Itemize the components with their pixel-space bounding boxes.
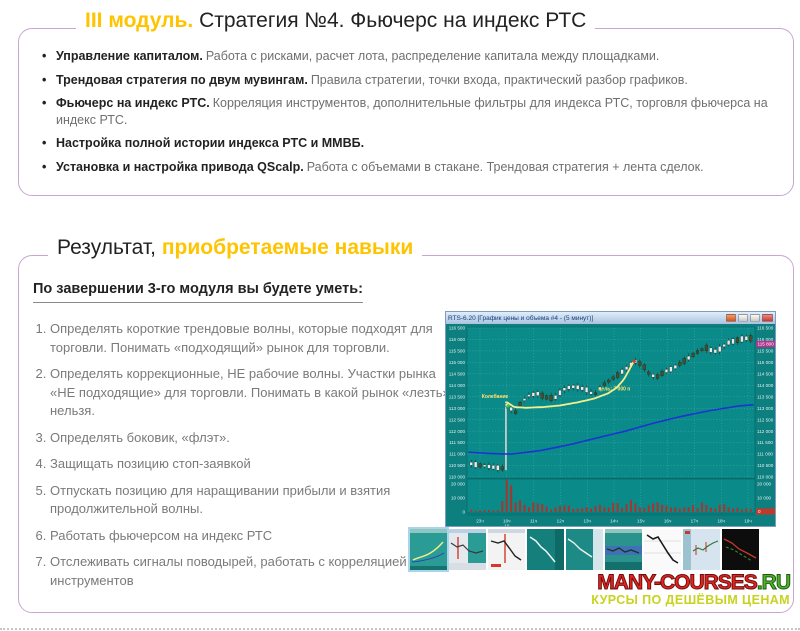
svg-text:116 500: 116 500: [757, 326, 774, 331]
indicator-icon: [726, 314, 736, 322]
svg-text:110 000: 110 000: [449, 475, 466, 480]
svg-text:110 500: 110 500: [757, 463, 774, 468]
svg-text:113 000: 113 000: [757, 406, 774, 411]
results-heading-black: Результат,: [57, 236, 157, 259]
svg-text:20 000: 20 000: [757, 481, 771, 486]
svg-text:111 500: 111 500: [757, 440, 773, 445]
results-heading-yellow: приобретаемые навыки: [161, 236, 414, 259]
list-item: Работать фьючерсом на индекс РТС: [50, 527, 450, 546]
svg-text:112 500: 112 500: [757, 417, 774, 422]
svg-text:111 000: 111 000: [757, 452, 773, 457]
svg-text:110 500: 110 500: [449, 463, 466, 468]
bottom-divider: [0, 628, 800, 630]
module-number-label: III модуль.: [85, 9, 194, 32]
svg-text:0: 0: [462, 510, 465, 515]
chart-thumbnail-4[interactable]: [527, 529, 564, 570]
minimize-icon: [738, 314, 748, 322]
svg-text:111 500: 111 500: [449, 440, 465, 445]
svg-text:23ч: 23ч: [476, 519, 484, 524]
close-icon: [762, 314, 773, 322]
chart-thumbnail-5[interactable]: [566, 529, 603, 570]
chart-thumbnail-2[interactable]: [449, 529, 486, 570]
svg-text:16ч: 16ч: [664, 519, 672, 524]
module-heading: III модуль. Стратегия №4. Фьючерс на инд…: [76, 9, 596, 33]
svg-text:116 000: 116 000: [449, 337, 466, 342]
chart-thumbnail-gallery: [408, 527, 759, 572]
module-topics-list: Управление капиталом.Работа с рисками, р…: [42, 48, 774, 182]
chart-thumbnail-8[interactable]: [683, 529, 720, 570]
svg-text:0: 0: [758, 509, 761, 514]
svg-text:10ч: 10ч: [503, 519, 511, 524]
svg-text:15ч: 15ч: [637, 519, 645, 524]
logo-tld-text: .RU: [756, 571, 791, 594]
logo-subtitle: КУРСЫ ПО ДЕШЁВЫМ ЦЕНАМ: [591, 593, 790, 608]
list-item: Определять боковик, «флэт».: [50, 429, 450, 448]
svg-text:112 000: 112 000: [449, 429, 466, 434]
list-item: Определять короткие трендовые волны, кот…: [50, 320, 450, 357]
list-item: Фьючерс на индекс РТС.Корреляция инструм…: [42, 95, 774, 128]
svg-text:111 000: 111 000: [449, 452, 465, 457]
svg-text:Колебание: Колебание: [482, 393, 509, 400]
list-item: Управление капиталом.Работа с рисками, р…: [42, 48, 774, 65]
chart-window-titlebar: RTS-6.20 [График цены и объема #4 - (5 м…: [446, 312, 775, 325]
svg-text:12ч: 12ч: [557, 519, 565, 524]
svg-text:114 000: 114 000: [449, 383, 466, 388]
svg-text:116 000: 116 000: [757, 337, 774, 342]
svg-text:112 000: 112 000: [757, 429, 774, 434]
svg-text:115 000: 115 000: [757, 360, 774, 365]
svg-text:10: 10: [504, 524, 510, 527]
list-item: Отслеживать сигналы поводырей, работать …: [50, 553, 450, 590]
svg-text:17ч: 17ч: [691, 519, 699, 524]
results-heading: Результат, приобретаемые навыки: [48, 236, 423, 260]
svg-text:115 000: 115 000: [449, 360, 466, 365]
chart-thumbnail-3[interactable]: [488, 529, 525, 570]
list-item: Защищать позицию стоп-заявкой: [50, 455, 450, 474]
svg-text:113 000: 113 000: [449, 406, 466, 411]
chart-thumbnail-7[interactable]: [644, 529, 681, 570]
svg-text:110 000: 110 000: [757, 475, 774, 480]
svg-text:14ч: 14ч: [610, 519, 618, 524]
svg-text:114 500: 114 500: [757, 371, 774, 376]
svg-text:13ч: 13ч: [583, 519, 591, 524]
svg-text:18ч: 18ч: [717, 519, 725, 524]
svg-text:114 000: 114 000: [757, 383, 774, 388]
svg-text:115 500: 115 500: [449, 349, 466, 354]
maximize-icon: [750, 314, 760, 322]
chart-thumbnail-1[interactable]: [408, 527, 449, 572]
candlestick-chart: 116 500 116 500 116 000 116 000 115 500 115 5…: [446, 324, 777, 529]
svg-text:116 500: 116 500: [449, 326, 466, 331]
list-item: Установка и настройка привода QScalp.Раб…: [42, 159, 774, 176]
results-subheading: По завершении 3-го модуля вы будете умет…: [33, 281, 363, 303]
list-item: Трендовая стратегия по двум мувингам.Пра…: [42, 72, 774, 89]
svg-text:115 500: 115 500: [757, 349, 774, 354]
results-skill-list: Определять короткие трендовые волны, кот…: [20, 320, 450, 598]
svg-text:20 000: 20 000: [451, 481, 465, 486]
svg-text:113 500: 113 500: [757, 394, 774, 399]
svg-text:112 500: 112 500: [449, 417, 466, 422]
logo-main-text: MANY-COURSES: [597, 571, 759, 594]
list-item: Отпускать позицию для наращивании прибыл…: [50, 482, 450, 519]
chart-thumbnail-9[interactable]: [722, 529, 759, 570]
site-logo[interactable]: MANY-COURSES.RU КУРСЫ ПО ДЕШЁВЫМ ЦЕНАМ: [591, 571, 791, 608]
svg-text:10 000: 10 000: [451, 496, 465, 501]
svg-text:19ч: 19ч: [744, 519, 752, 524]
chart-thumbnail-6[interactable]: [605, 529, 642, 570]
svg-text:10 000: 10 000: [757, 496, 771, 501]
list-item: Настройка полной истории индекса РТС и М…: [42, 135, 774, 152]
trading-chart-screenshot: RTS-6.20 [График цены и объема #4 - (5 м…: [445, 311, 777, 529]
svg-text:цель: 7 000 п: цель: 7 000 п: [598, 386, 630, 392]
chart-window-title: RTS-6.20 [График цены и объема #4 - (5 м…: [448, 314, 594, 322]
list-item: Определять коррекционные, НЕ рабочие вол…: [50, 365, 450, 421]
svg-text:11ч: 11ч: [530, 519, 538, 524]
svg-text:115 800: 115 800: [758, 342, 775, 347]
svg-text:113 500: 113 500: [449, 394, 466, 399]
svg-text:114 500: 114 500: [449, 371, 466, 376]
module-title: Стратегия №4. Фьючерс на индекс РТС: [199, 9, 587, 32]
